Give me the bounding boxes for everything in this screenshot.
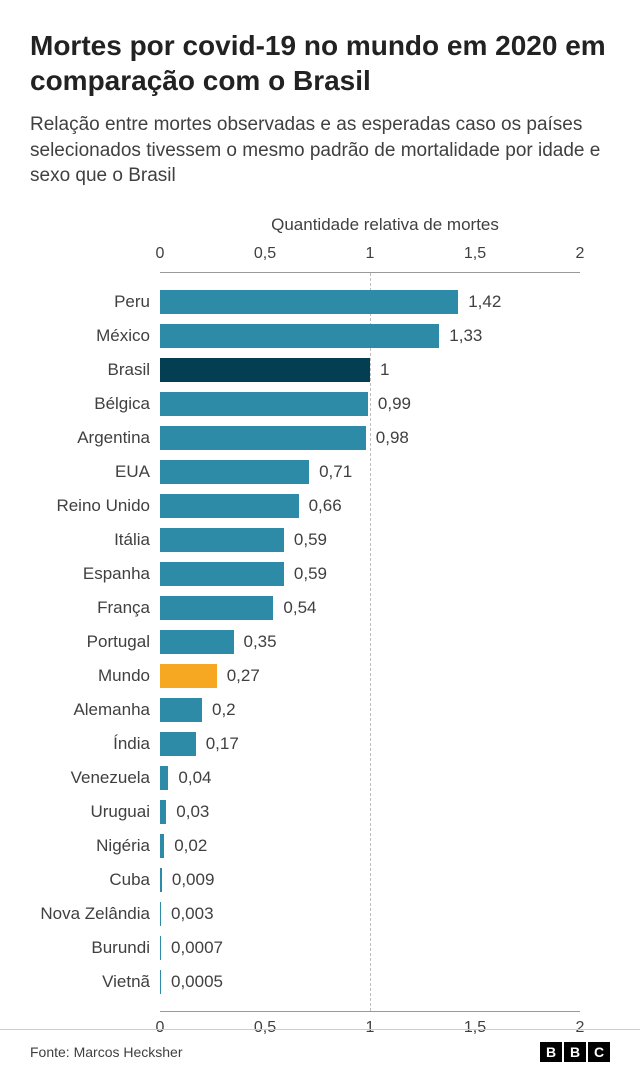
- bar: [160, 766, 168, 790]
- bar-row: Espanha0,59: [160, 557, 580, 591]
- value-label: 0,54: [273, 598, 316, 618]
- value-label: 1,42: [458, 292, 501, 312]
- tick-label-top: 2: [576, 245, 585, 263]
- plot-area: Peru1,42México1,33Brasil1Bélgica0,99Arge…: [160, 273, 580, 1011]
- category-label: México: [30, 326, 160, 346]
- bar: [160, 596, 273, 620]
- value-label: 0,003: [161, 904, 214, 924]
- bar: [160, 324, 439, 348]
- category-label: Reino Unido: [30, 496, 160, 516]
- bar-row: Vietnã0,0005: [160, 965, 580, 999]
- tick-label-top: 0: [156, 245, 165, 263]
- bbc-logo-letter: B: [564, 1042, 586, 1062]
- bar-row: Peru1,42: [160, 285, 580, 319]
- bar: [160, 358, 370, 382]
- category-label: Espanha: [30, 564, 160, 584]
- bar-row: Nigéria0,02: [160, 829, 580, 863]
- value-label: 0,009: [162, 870, 215, 890]
- bar-row: Brasil1: [160, 353, 580, 387]
- bar-row: Nova Zelândia0,003: [160, 897, 580, 931]
- tick-label-top: 1,5: [464, 245, 486, 263]
- bar: [160, 732, 196, 756]
- value-label: 0,03: [166, 802, 209, 822]
- bar: [160, 426, 366, 450]
- value-label: 0,35: [234, 632, 277, 652]
- axis-title: Quantidade relativa de mortes: [160, 215, 610, 235]
- bbc-logo: BBC: [540, 1042, 610, 1062]
- bar-row: França0,54: [160, 591, 580, 625]
- category-label: Nova Zelândia: [30, 904, 160, 924]
- category-label: Brasil: [30, 360, 160, 380]
- bar: [160, 562, 284, 586]
- bar-row: Alemanha0,2: [160, 693, 580, 727]
- chart-footer: Fonte: Marcos Hecksher BBC: [0, 1029, 640, 1062]
- bar-row: Argentina0,98: [160, 421, 580, 455]
- value-label: 0,2: [202, 700, 236, 720]
- value-label: 1: [370, 360, 389, 380]
- bar-row: Portugal0,35: [160, 625, 580, 659]
- category-label: EUA: [30, 462, 160, 482]
- value-label: 0,02: [164, 836, 207, 856]
- bar-row: Itália0,59: [160, 523, 580, 557]
- category-label: Burundi: [30, 938, 160, 958]
- tick-label-top: 0,5: [254, 245, 276, 263]
- value-label: 0,04: [168, 768, 211, 788]
- bar: [160, 664, 217, 688]
- value-label: 0,59: [284, 564, 327, 584]
- category-label: Nigéria: [30, 836, 160, 856]
- value-label: 0,0005: [161, 972, 223, 992]
- bar: [160, 392, 368, 416]
- value-label: 1,33: [439, 326, 482, 346]
- category-label: Vietnã: [30, 972, 160, 992]
- bar-row: Burundi0,0007: [160, 931, 580, 965]
- axis-line-bottom: [160, 1011, 580, 1012]
- value-label: 0,71: [309, 462, 352, 482]
- category-label: Cuba: [30, 870, 160, 890]
- category-label: Mundo: [30, 666, 160, 686]
- bar-row: Venezuela0,04: [160, 761, 580, 795]
- bar-row: Cuba0,009: [160, 863, 580, 897]
- value-label: 0,98: [366, 428, 409, 448]
- category-label: Itália: [30, 530, 160, 550]
- category-label: Peru: [30, 292, 160, 312]
- category-label: Bélgica: [30, 394, 160, 414]
- category-label: Uruguai: [30, 802, 160, 822]
- bar-row: Uruguai0,03: [160, 795, 580, 829]
- bar-row: EUA0,71: [160, 455, 580, 489]
- value-label: 0,99: [368, 394, 411, 414]
- category-label: França: [30, 598, 160, 618]
- chart-container: Quantidade relativa de mortes 00,511,52 …: [30, 215, 610, 1039]
- bar: [160, 460, 309, 484]
- bar: [160, 630, 234, 654]
- chart-title: Mortes por covid-19 no mundo em 2020 em …: [30, 28, 610, 98]
- bar: [160, 494, 299, 518]
- value-label: 0,27: [217, 666, 260, 686]
- bar-row: Mundo0,27: [160, 659, 580, 693]
- bbc-logo-letter: C: [588, 1042, 610, 1062]
- bar-row: Bélgica0,99: [160, 387, 580, 421]
- value-label: 0,66: [299, 496, 342, 516]
- category-label: Venezuela: [30, 768, 160, 788]
- bar-row: Reino Unido0,66: [160, 489, 580, 523]
- category-label: Índia: [30, 734, 160, 754]
- category-label: Alemanha: [30, 700, 160, 720]
- bbc-logo-letter: B: [540, 1042, 562, 1062]
- source-text: Fonte: Marcos Hecksher: [30, 1044, 183, 1060]
- bar: [160, 698, 202, 722]
- value-label: 0,59: [284, 530, 327, 550]
- value-label: 0,17: [196, 734, 239, 754]
- bar-row: México1,33: [160, 319, 580, 353]
- chart-plot-wrap: 00,511,52 Peru1,42México1,33Brasil1Bélgi…: [160, 245, 580, 1039]
- bar: [160, 528, 284, 552]
- tick-label-top: 1: [366, 245, 375, 263]
- axis-top: 00,511,52: [160, 245, 580, 273]
- value-label: 0,0007: [161, 938, 223, 958]
- bar-row: Índia0,17: [160, 727, 580, 761]
- bar: [160, 290, 458, 314]
- category-label: Portugal: [30, 632, 160, 652]
- category-label: Argentina: [30, 428, 160, 448]
- chart-subtitle: Relação entre mortes observadas e as esp…: [30, 112, 610, 189]
